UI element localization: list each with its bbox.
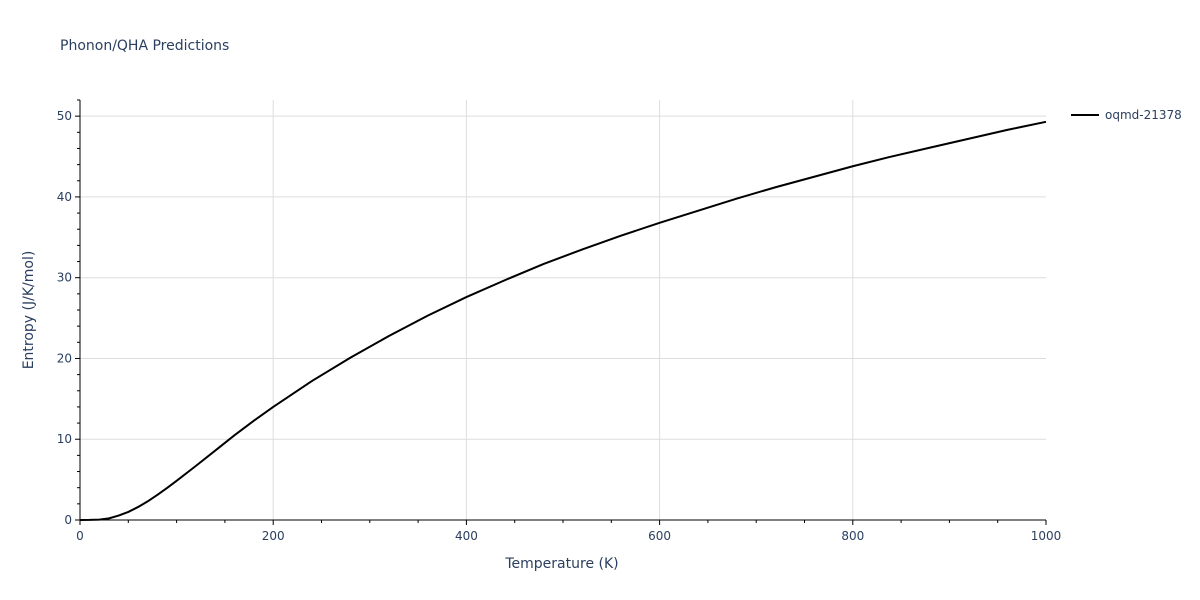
legend[interactable]: oqmd-21378	[1071, 108, 1182, 122]
y-axis-title: Entropy (J/K/mol)	[21, 251, 37, 370]
x-tick-label: 800	[841, 529, 864, 543]
grid-lines	[80, 100, 1046, 520]
x-tick-label: 200	[262, 529, 285, 543]
x-tick-label: 400	[455, 529, 478, 543]
y-tick-label: 40	[57, 190, 72, 204]
x-axis-title: Temperature (K)	[504, 556, 618, 572]
series-line	[79, 120, 1047, 521]
tick-labels: 0 200 400 600 800 1000 0 10 20 30 40 50	[57, 109, 1062, 543]
x-tick-label: 0	[76, 529, 84, 543]
legend-label: oqmd-21378	[1105, 108, 1182, 122]
y-tick-label: 20	[57, 351, 72, 365]
axes	[75, 99, 1047, 525]
y-tick-label: 0	[64, 513, 72, 527]
x-tick-label: 600	[648, 529, 671, 543]
y-tick-label: 10	[57, 432, 72, 446]
chart-title: Phonon/QHA Predictions	[60, 38, 229, 54]
y-tick-label: 50	[57, 109, 72, 123]
y-tick-label: 30	[57, 271, 72, 285]
x-tick-label: 1000	[1031, 529, 1062, 543]
data-series	[79, 120, 1047, 521]
